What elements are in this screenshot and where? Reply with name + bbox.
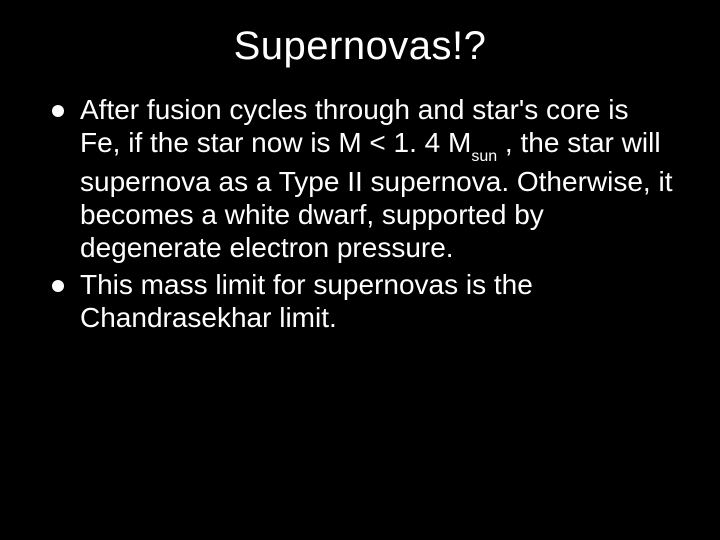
bullet-text-prefix: This mass limit for supernovas is the Ch… — [80, 269, 533, 333]
subscript-text: sun — [471, 148, 497, 165]
list-item: This mass limit for supernovas is the Ch… — [46, 268, 674, 340]
slide-title: Supernovas!? — [46, 24, 674, 69]
slide-body: After fusion cycles through and star's c… — [46, 93, 674, 339]
bullet-list: After fusion cycles through and star's c… — [46, 93, 674, 339]
slide: Supernovas!? After fusion cycles through… — [0, 0, 720, 540]
list-item: After fusion cycles through and star's c… — [46, 93, 674, 264]
